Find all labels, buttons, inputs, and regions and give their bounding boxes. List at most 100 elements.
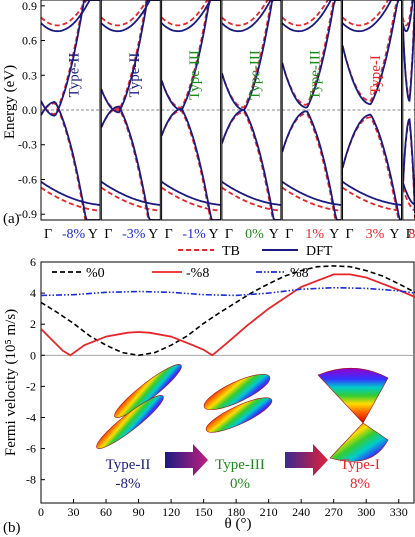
- legend-a: TB DFT: [178, 244, 333, 259]
- dft-band: [402, 0, 415, 102]
- dft-band: [161, 0, 221, 33]
- strain-label: 3%: [366, 227, 385, 242]
- k-point-start: Γ: [346, 227, 354, 242]
- panel-b-ytick-label: 2: [30, 317, 36, 331]
- band-panel-frame: [161, 0, 222, 221]
- tb-band: [402, 187, 415, 212]
- tb-band: [101, 0, 161, 27]
- tb-band: [41, 0, 100, 27]
- inset-strain-label: -8%: [116, 476, 141, 492]
- panel-b-label: (b): [3, 520, 21, 536]
- band-panel-frame: [281, 0, 342, 221]
- inset-type-label: Type-II: [106, 457, 151, 473]
- cone-type-iii-upper: [203, 373, 271, 411]
- panel-b-ytick-label: -6: [26, 442, 36, 456]
- k-point-end: Y: [269, 227, 279, 242]
- band-panel: Type-I Γ 3% Y: [342, 0, 402, 242]
- k-point-start: Γ: [44, 227, 52, 242]
- band-panel-frame: [342, 0, 402, 221]
- band-type-label: Type-II: [127, 53, 143, 98]
- cone-type-ii-lower: [96, 395, 164, 449]
- strain-label: 0%: [245, 227, 264, 242]
- band-panel-plot: Type-I: [342, 0, 402, 220]
- panel-b-xtick-label: 210: [260, 505, 278, 519]
- band-type-label: Type-III: [308, 50, 324, 100]
- tb-band: [342, 0, 402, 27]
- series-line: [41, 273, 415, 357]
- band-panel-frame: [221, 0, 282, 221]
- dft-band: [41, 0, 100, 117]
- band-panel-plot: [402, 0, 415, 219]
- panel-b-ytick-label: -8: [26, 473, 36, 487]
- legend-a-label: TB: [222, 244, 240, 259]
- band-type-label: Type-III: [187, 50, 203, 100]
- panel-b-xtick-label: 180: [227, 505, 245, 519]
- tb-band: [101, 186, 161, 212]
- inset-strain-label: 8%: [350, 476, 370, 492]
- panel-a-ytick-label: 0.3: [22, 68, 37, 82]
- transition-arrow-2: [285, 444, 328, 476]
- band-panel: Γ8: [402, 0, 415, 242]
- panel-a-band-structure: Energy (eV)0.90.60.30.0-0.3-0.6-0.9Type-…: [2, 0, 415, 242]
- panel-a-ytick-label: -0.6: [18, 172, 37, 186]
- cone-type-iii-lower: [205, 397, 273, 433]
- band-panel-plot: Type-II: [101, 0, 161, 220]
- dft-band: [282, 0, 342, 33]
- dft-band: [402, 118, 415, 214]
- panel-a-ylabel: Energy (eV): [2, 65, 18, 139]
- band-panel: Type-III Γ 1% Y: [281, 0, 342, 242]
- dft-band: [101, 0, 161, 114]
- panel-a-ytick-label: -0.3: [18, 138, 37, 152]
- dft-band: [101, 0, 161, 33]
- k-point-end: Y: [148, 227, 158, 242]
- panel-a-ytick-label: -0.9: [18, 207, 37, 221]
- panel-b-ylabel: Fermi velocity (10⁵ m/s): [3, 309, 19, 456]
- panel-b-plot: [41, 265, 415, 357]
- panel-b-xtick-label: 240: [292, 505, 310, 519]
- dft-band: [282, 181, 342, 206]
- band-panel: Type-III Γ -1% Y: [161, 0, 222, 242]
- panel-b-xlabel: θ (°): [225, 516, 252, 532]
- tb-band: [342, 186, 402, 212]
- dft-band: [342, 0, 402, 106]
- band-panel: Type-II Γ -3% Y: [100, 0, 161, 242]
- strain-label: 1%: [305, 227, 324, 242]
- k-point-start: Γ: [285, 227, 293, 242]
- panel-b-ytick-label: -4: [26, 410, 36, 424]
- panel-b-ytick-label: 6: [30, 255, 36, 269]
- panel-b-frame: [40, 261, 415, 504]
- band-panel-plot: Type-II: [41, 0, 100, 220]
- tb-band: [221, 0, 281, 27]
- k-point-start: Γ: [165, 227, 173, 242]
- legend-b-label: %8: [290, 266, 309, 281]
- panel-a-ytick-label: 0.6: [22, 34, 37, 48]
- series-line: [41, 265, 415, 357]
- dft-band: [101, 181, 161, 206]
- insets: Type-II -8% Type-III 0% Type-I 8%: [96, 364, 389, 492]
- dft-band: [41, 181, 100, 206]
- k-point-start: Γ: [406, 227, 414, 242]
- tb-band: [41, 102, 100, 220]
- panel-b-xtick-label: 30: [68, 505, 80, 519]
- dft-band: [342, 113, 402, 220]
- tb-band: [161, 0, 221, 27]
- inset-type-label: Type-III: [215, 457, 265, 473]
- cone-type-ii-upper: [114, 364, 182, 418]
- panel-b-fermi-velocity: 6 4 2 0 -2 -4 -6 -8 0 30 60 90 120 150 180 210 240 270 300…: [3, 255, 415, 532]
- band-panel-frame: [40, 0, 101, 221]
- panel-a-label: (a): [3, 211, 20, 227]
- dft-band: [161, 107, 221, 220]
- tb-band: [282, 186, 342, 212]
- panel-b-ytick-label: 0: [30, 348, 36, 362]
- band-panel: Type-III Γ 0% Y: [221, 0, 282, 242]
- dft-band: [221, 0, 281, 33]
- tb-band: [342, 116, 402, 220]
- strain-label: -1%: [182, 227, 206, 242]
- band-panel-plot: Type-III: [221, 0, 281, 220]
- panel-a-ytick-label: 0.0: [22, 103, 37, 117]
- panel-b-xtick-label: 270: [325, 505, 343, 519]
- band-panel-plot: Type-III: [161, 0, 221, 220]
- inset-strain-label: 0%: [230, 476, 250, 492]
- dft-band: [41, 100, 100, 220]
